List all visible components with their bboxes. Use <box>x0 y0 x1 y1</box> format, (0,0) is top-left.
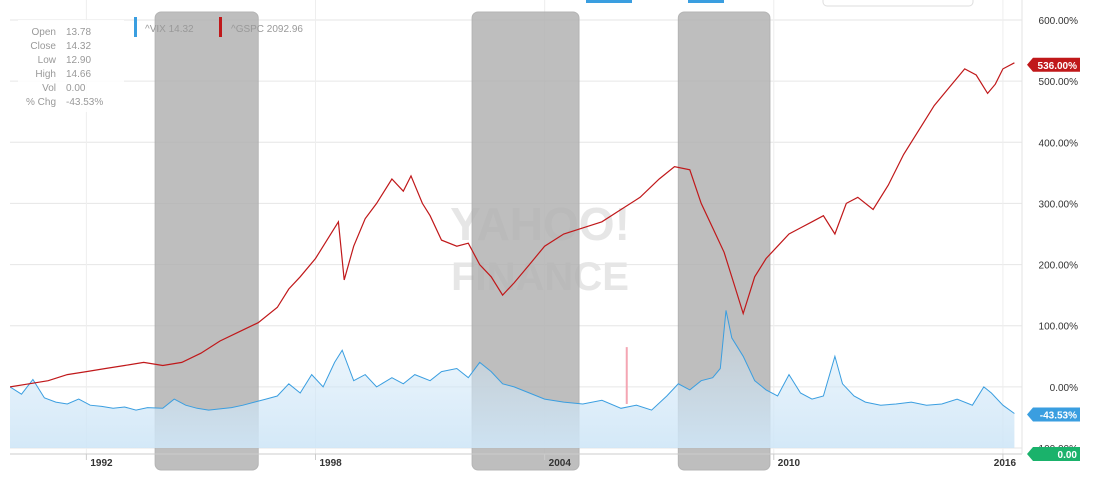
info-panel: Open 13.78 Close 14.32 Low 12.90 High 14… <box>18 20 124 112</box>
x-tick-label: 2010 <box>778 458 801 469</box>
info-low-value: 12.90 <box>66 55 91 66</box>
volume-badge <box>1027 447 1080 461</box>
x-tick-label: 1998 <box>320 458 343 469</box>
gspc-last-value-label: 536.00% <box>1038 61 1078 72</box>
legend[interactable]: ^VIX 14.32 ^GSPC 2092.96 <box>134 17 303 37</box>
info-chg-label: % Chg <box>26 97 56 108</box>
vix-area <box>10 310 1015 448</box>
vix-last-value-badge <box>1027 407 1080 422</box>
info-vol-value: 0.00 <box>66 83 86 94</box>
legend-vix-label[interactable]: ^VIX 14.32 <box>145 24 194 35</box>
info-open-value: 13.78 <box>66 27 91 38</box>
tab-indicator <box>688 0 724 3</box>
x-tick-label: 2016 <box>994 458 1017 469</box>
legend-gspc-swatch <box>219 17 222 37</box>
y-tick-label: 500.00% <box>1039 77 1079 88</box>
last-value-badges: 536.00% -43.53% 0.00 <box>1027 57 1080 461</box>
y-axis-ticks: 600.00% 500.00% 400.00% 300.00% 200.00% 100.0… <box>1035 16 1078 455</box>
y-tick-label: 100.00% <box>1039 322 1079 333</box>
volume-badge-label: 0.00 <box>1058 450 1078 461</box>
legend-vix-swatch <box>134 17 137 37</box>
vix-series-line[interactable] <box>10 310 1015 414</box>
info-close-value: 14.32 <box>66 41 91 52</box>
vix-last-value-label: -43.53% <box>1040 410 1077 421</box>
gspc-series-line[interactable] <box>10 62 1015 388</box>
top-control[interactable] <box>822 0 974 7</box>
info-open-label: Open <box>32 27 56 38</box>
info-chg-value: -43.53% <box>66 97 103 108</box>
recession-bands <box>154 11 771 471</box>
tab-indicator <box>586 0 632 3</box>
recession-band <box>154 11 259 471</box>
recession-band <box>471 11 580 471</box>
x-axis-ticks: 1992 1998 2004 2010 2016 <box>85 454 1017 469</box>
x-tick-label: 1992 <box>90 458 113 469</box>
y-tick-label: 600.00% <box>1039 16 1079 27</box>
y-tick-label: 0.00% <box>1050 383 1078 394</box>
info-high-value: 14.66 <box>66 69 91 80</box>
legend-gspc-label[interactable]: ^GSPC 2092.96 <box>231 24 303 35</box>
x-tick-label: 2004 <box>549 458 572 469</box>
info-high-label: High <box>35 69 56 80</box>
gspc-last-value-badge <box>1027 57 1080 72</box>
info-close-label: Close <box>30 41 56 52</box>
y-tick-label: 200.00% <box>1039 261 1079 272</box>
y-tick-label: 300.00% <box>1039 199 1079 210</box>
info-low-label: Low <box>38 55 57 66</box>
info-vol-label: Vol <box>42 83 56 94</box>
y-tick-label: 400.00% <box>1039 138 1079 149</box>
recession-band <box>677 11 771 471</box>
